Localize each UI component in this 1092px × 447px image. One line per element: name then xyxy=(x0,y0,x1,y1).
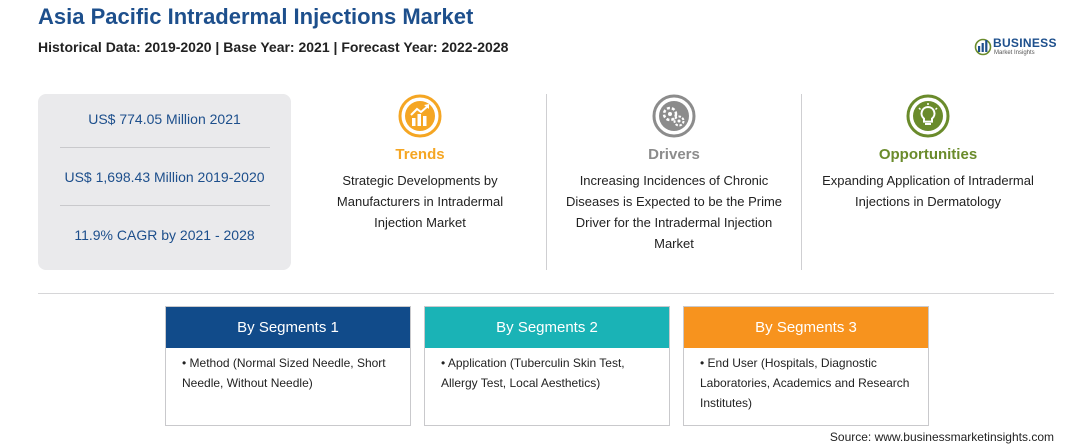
segment-1-heading: By Segments 1 xyxy=(166,307,410,348)
stat-cagr: 11.9% CAGR by 2021 - 2028 xyxy=(74,227,255,243)
drivers-heading: Drivers xyxy=(648,146,700,163)
section-divider xyxy=(546,94,547,270)
trends-heading: Trends xyxy=(395,146,445,163)
page-title: Asia Pacific Intradermal Injections Mark… xyxy=(38,4,474,29)
company-logo: BUSINESS Market Insights xyxy=(974,36,1064,62)
logo-brand: BUSINESS xyxy=(993,36,1057,50)
segment-2-heading: By Segments 2 xyxy=(425,307,669,348)
opportunities-heading: Opportunities xyxy=(878,146,978,163)
source-text: Source: www.businessmarketinsights.com xyxy=(829,430,1054,444)
lightbulb-icon xyxy=(906,94,950,138)
opportunities-section: Opportunities Expanding Application of I… xyxy=(803,94,1053,212)
segment-card-1: By Segments 1 • Method (Normal Sized Nee… xyxy=(165,306,411,426)
stat-market-size-2021: US$ 774.05 Million 2021 xyxy=(88,111,241,127)
segment-1-item: • Method (Normal Sized Needle, Short Nee… xyxy=(182,356,386,390)
segment-3-item: • End User (Hospitals, Diagnostic Labora… xyxy=(700,356,910,410)
stat-market-size-historical: US$ 1,698.43 Million 2019-2020 xyxy=(64,169,265,185)
bar-chart-globe-logo-icon xyxy=(974,38,992,56)
segment-card-3: By Segments 3 • End User (Hospitals, Dia… xyxy=(683,306,929,426)
drivers-text: Increasing Incidences of Chronic Disease… xyxy=(565,173,783,251)
stat-divider xyxy=(60,147,270,148)
horizontal-divider xyxy=(38,293,1054,294)
opportunities-text: Expanding Application of Intradermal Inj… xyxy=(822,173,1034,209)
drivers-section: Drivers Increasing Incidences of Chronic… xyxy=(549,94,799,254)
logo-tagline: Market Insights xyxy=(994,50,1035,56)
segment-3-heading: By Segments 3 xyxy=(684,307,928,348)
growth-chart-icon xyxy=(398,94,442,138)
segment-card-2: By Segments 2 • Application (Tuberculin … xyxy=(424,306,670,426)
trends-text: Strategic Developments by Manufacturers … xyxy=(336,173,504,230)
key-stats-panel: US$ 774.05 Million 2021 US$ 1,698.43 Mil… xyxy=(38,94,291,270)
segment-2-item: • Application (Tuberculin Skin Test, All… xyxy=(441,356,625,390)
trends-section: Trends Strategic Developments by Manufac… xyxy=(295,94,545,233)
section-divider xyxy=(801,94,802,270)
page-subtitle: Historical Data: 2019-2020 | Base Year: … xyxy=(38,39,509,55)
gears-icon xyxy=(652,94,696,138)
stat-divider xyxy=(60,205,270,206)
